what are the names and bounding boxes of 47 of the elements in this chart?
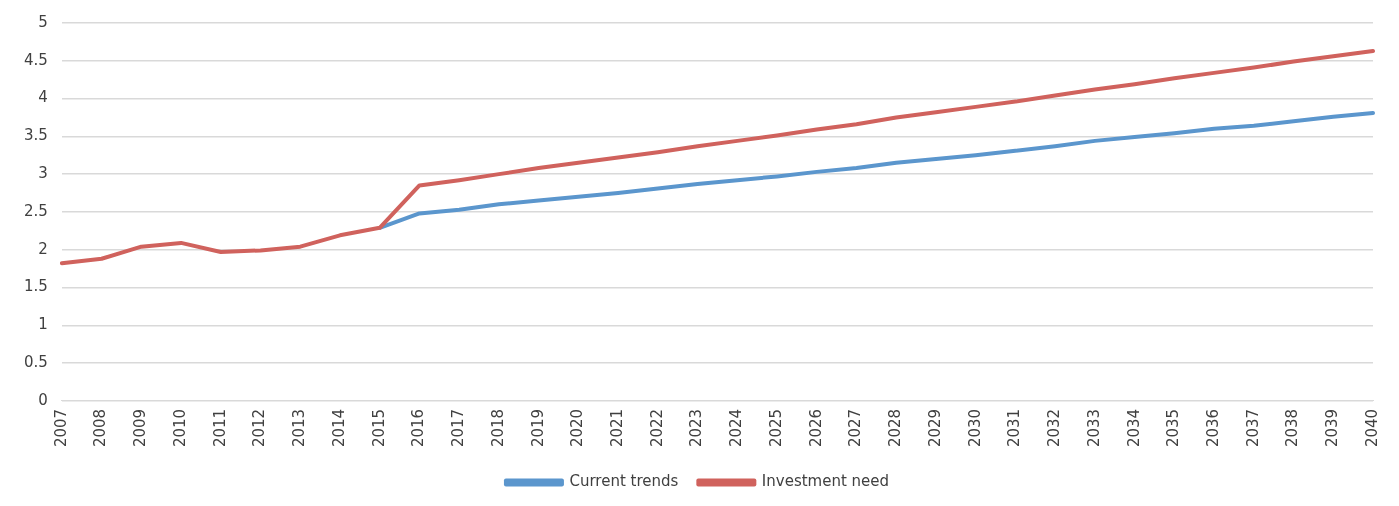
x-tick-label: 2008 <box>91 408 110 448</box>
x-tick-label: 2018 <box>488 408 507 448</box>
x-tick-label: 2025 <box>766 408 785 448</box>
x-tick-label: 2035 <box>1164 408 1183 448</box>
x-tick-label: 2032 <box>1045 408 1064 448</box>
x-tick-label: 2011 <box>210 408 229 448</box>
x-tick-label: 2030 <box>965 408 984 448</box>
x-tick-label: 2033 <box>1084 408 1103 448</box>
x-tick-label: 2019 <box>528 408 547 448</box>
x-tick-label: 2012 <box>250 408 269 448</box>
x-tick-label: 2039 <box>1323 408 1342 448</box>
x-tick-label: 2014 <box>329 408 348 448</box>
x-tick-label: 2017 <box>449 408 468 448</box>
x-tick-label: 2031 <box>1005 408 1024 448</box>
y-tick-label: 3 <box>38 164 48 183</box>
y-tick-label: 4.5 <box>24 50 48 69</box>
y-tick-label: 0.5 <box>24 352 48 371</box>
y-tick-label: 1.5 <box>24 277 48 296</box>
y-tick-label: 3.5 <box>24 126 48 145</box>
x-tick-label: 2028 <box>886 408 905 448</box>
legend-label: Current trends <box>569 472 679 491</box>
x-tick-label: 2036 <box>1203 408 1222 448</box>
x-tick-label: 2024 <box>727 408 746 448</box>
y-tick-label: 0 <box>38 390 48 409</box>
legend-label: Investment need <box>761 472 890 491</box>
x-tick-label: 2038 <box>1283 408 1302 448</box>
x-tick-label: 2010 <box>170 408 189 448</box>
x-tick-label: 2020 <box>568 408 587 448</box>
x-tick-label: 2034 <box>1124 408 1143 448</box>
x-tick-label: 2007 <box>51 408 70 448</box>
x-tick-label: 2013 <box>290 408 309 448</box>
x-tick-label: 2040 <box>1362 408 1381 448</box>
x-tick-label: 2021 <box>607 408 626 448</box>
x-tick-label: 2027 <box>846 408 865 448</box>
x-tick-label: 2016 <box>409 408 428 448</box>
x-tick-label: 2026 <box>806 408 825 448</box>
x-tick-label: 2022 <box>647 408 666 448</box>
x-tick-label: 2009 <box>131 408 150 448</box>
y-tick-label: 2 <box>38 239 48 258</box>
x-tick-label: 2023 <box>687 408 706 448</box>
y-tick-label: 5 <box>38 12 48 31</box>
x-tick-label: 2015 <box>369 408 388 448</box>
y-tick-label: 2.5 <box>24 201 48 220</box>
x-tick-label: 2029 <box>925 408 944 448</box>
y-tick-label: 1 <box>38 315 48 334</box>
x-tick-label: 2037 <box>1243 408 1262 448</box>
y-tick-label: 4 <box>38 88 48 107</box>
